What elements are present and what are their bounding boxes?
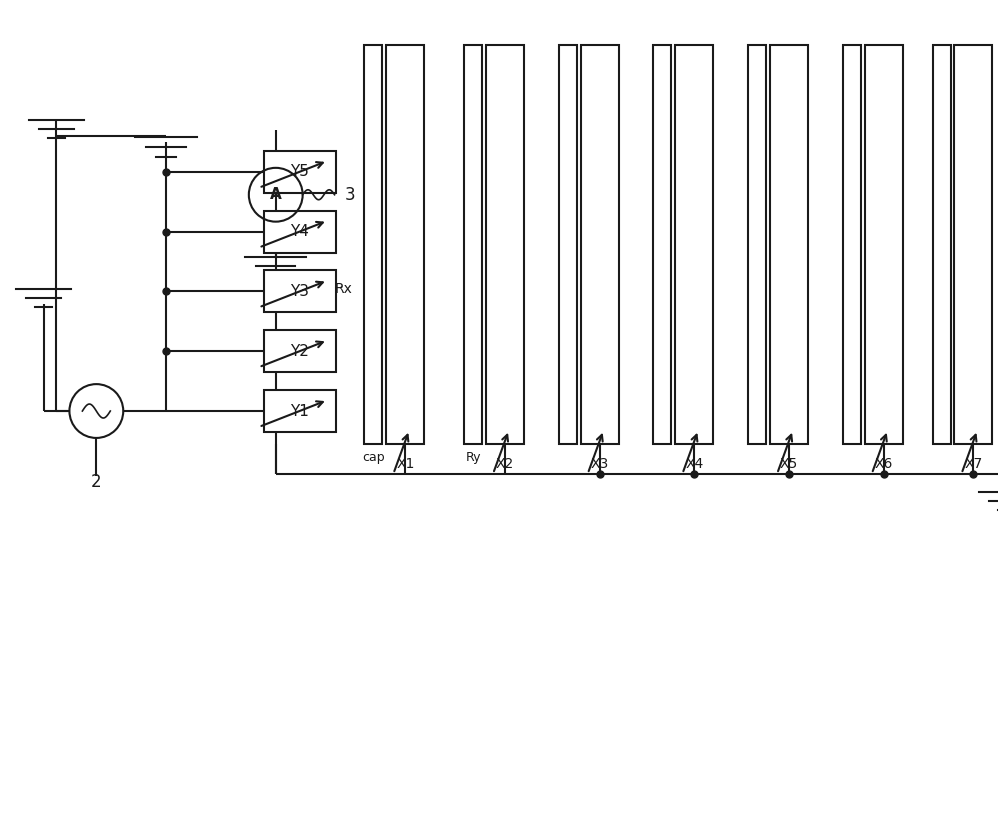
Text: Y1: Y1: [290, 404, 309, 419]
Text: Y2: Y2: [290, 344, 309, 359]
Bar: [581, 45, 619, 444]
Text: X7: X7: [964, 457, 983, 471]
Bar: [748, 45, 766, 444]
Bar: [865, 45, 903, 444]
Bar: [770, 45, 808, 444]
Text: cap: cap: [362, 451, 385, 464]
Bar: [264, 331, 336, 373]
Bar: [264, 390, 336, 432]
Text: X4: X4: [685, 457, 703, 471]
Bar: [264, 151, 336, 193]
Bar: [843, 45, 861, 444]
Bar: [364, 45, 382, 444]
Bar: [264, 270, 336, 312]
Bar: [464, 45, 482, 444]
Text: Rx: Rx: [335, 283, 352, 296]
Text: Y3: Y3: [290, 284, 309, 299]
Bar: [559, 45, 577, 444]
Bar: [386, 45, 424, 444]
Bar: [486, 45, 524, 444]
Text: X2: X2: [496, 457, 514, 471]
Bar: [954, 45, 992, 444]
Text: 3: 3: [345, 185, 355, 204]
Text: X3: X3: [591, 457, 609, 471]
Text: X6: X6: [875, 457, 893, 471]
Bar: [653, 45, 671, 444]
Text: 2: 2: [91, 473, 102, 491]
Text: Y5: Y5: [290, 164, 309, 180]
Text: X1: X1: [396, 457, 415, 471]
Bar: [675, 45, 713, 444]
Text: Ry: Ry: [465, 451, 481, 464]
Text: X5: X5: [780, 457, 798, 471]
Bar: [933, 45, 951, 444]
Text: A: A: [270, 187, 282, 202]
Text: Y4: Y4: [290, 224, 309, 239]
Bar: [264, 211, 336, 253]
